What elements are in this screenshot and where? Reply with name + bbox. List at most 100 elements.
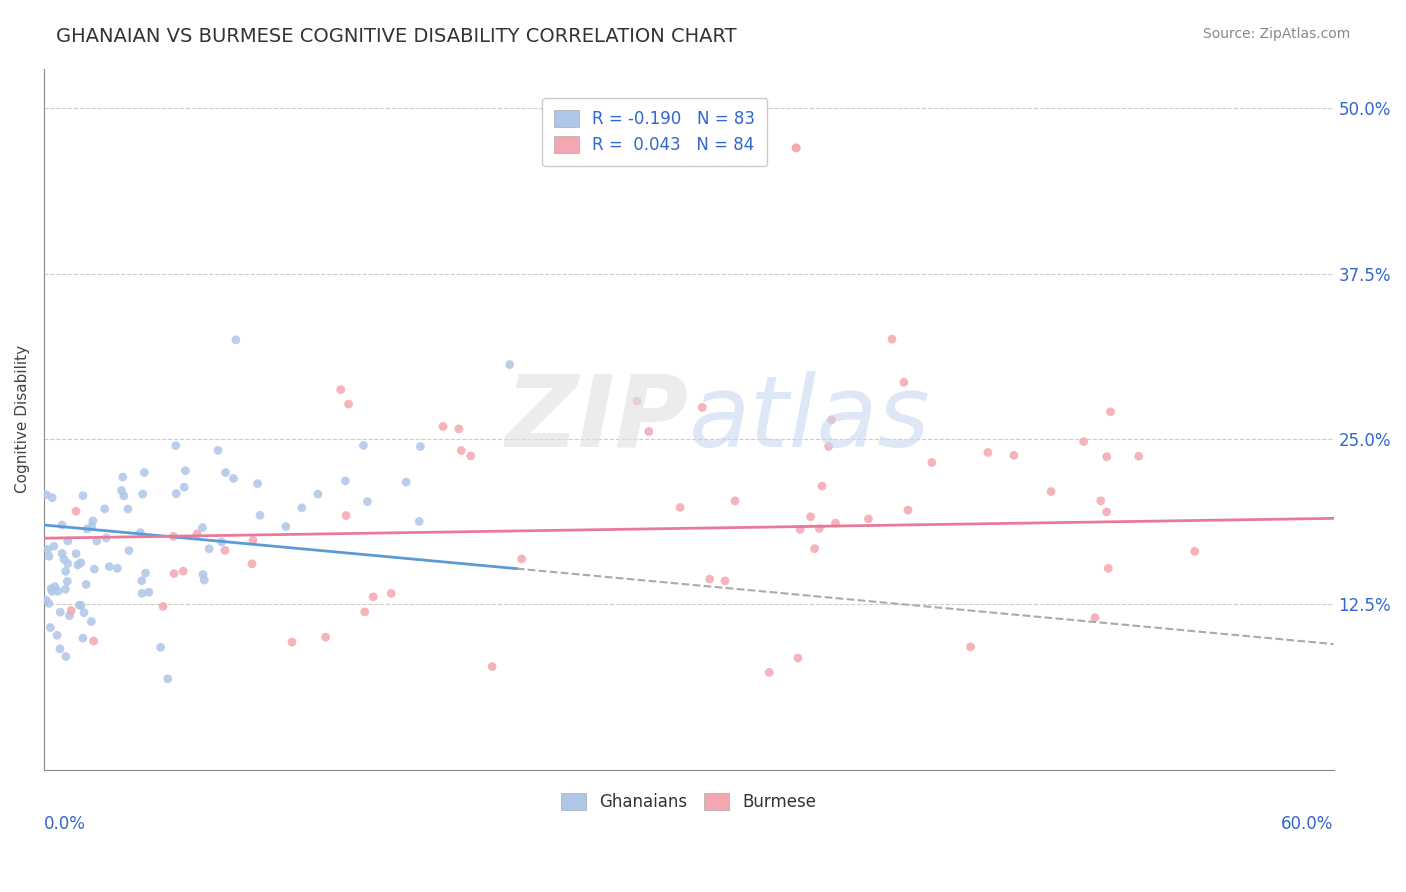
Point xyxy=(353,605,375,619)
Point xyxy=(214,543,236,558)
Point xyxy=(135,566,157,580)
Point xyxy=(337,397,360,411)
Point xyxy=(55,564,77,578)
Point xyxy=(785,141,807,155)
Point xyxy=(240,557,263,571)
Point xyxy=(408,515,430,529)
Point xyxy=(39,620,62,634)
Point xyxy=(56,533,79,548)
Point xyxy=(959,640,981,654)
Point xyxy=(35,593,58,607)
Point xyxy=(58,608,80,623)
Point xyxy=(1184,544,1206,558)
Point xyxy=(131,487,153,501)
Point xyxy=(191,567,214,582)
Point xyxy=(186,527,208,541)
Point xyxy=(690,401,713,415)
Point xyxy=(83,562,105,576)
Point xyxy=(789,523,811,537)
Point xyxy=(44,580,66,594)
Point xyxy=(173,480,195,494)
Point xyxy=(162,529,184,543)
Point xyxy=(249,508,271,523)
Point xyxy=(1097,561,1119,575)
Point xyxy=(56,574,79,589)
Point xyxy=(758,665,780,680)
Point xyxy=(70,556,93,570)
Point xyxy=(193,573,215,587)
Point xyxy=(65,504,87,518)
Point xyxy=(1095,505,1118,519)
Point xyxy=(70,599,93,613)
Point xyxy=(1073,434,1095,449)
Point xyxy=(41,584,63,599)
Point xyxy=(55,649,77,664)
Point xyxy=(129,525,152,540)
Text: ZIP: ZIP xyxy=(506,371,689,467)
Point xyxy=(281,635,304,649)
Point xyxy=(637,425,659,439)
Point xyxy=(329,383,352,397)
Point xyxy=(1095,450,1118,464)
Point xyxy=(921,455,943,469)
Point xyxy=(73,606,96,620)
Point xyxy=(156,672,179,686)
Point xyxy=(460,449,482,463)
Point xyxy=(1002,448,1025,462)
Point xyxy=(165,439,187,453)
Point xyxy=(38,549,60,564)
Point xyxy=(817,439,839,453)
Point xyxy=(1090,493,1112,508)
Point xyxy=(96,531,118,545)
Point xyxy=(669,500,692,515)
Point xyxy=(225,333,247,347)
Point xyxy=(131,586,153,600)
Point xyxy=(714,574,737,588)
Text: 0.0%: 0.0% xyxy=(44,815,86,833)
Point xyxy=(699,572,721,586)
Point xyxy=(481,659,503,673)
Point xyxy=(893,376,915,390)
Point xyxy=(510,552,533,566)
Point xyxy=(824,516,846,530)
Point xyxy=(35,488,58,502)
Point xyxy=(118,543,141,558)
Point xyxy=(60,603,83,617)
Text: GHANAIAN VS BURMESE COGNITIVE DISABILITY CORRELATION CHART: GHANAIAN VS BURMESE COGNITIVE DISABILITY… xyxy=(56,27,737,45)
Point xyxy=(93,501,115,516)
Point xyxy=(98,559,121,574)
Point xyxy=(38,596,60,610)
Point xyxy=(1040,484,1063,499)
Point xyxy=(380,586,402,600)
Point xyxy=(800,509,823,524)
Point xyxy=(803,541,825,556)
Point xyxy=(432,419,454,434)
Point xyxy=(149,640,172,655)
Point xyxy=(724,494,747,508)
Point xyxy=(858,512,880,526)
Point xyxy=(315,630,337,644)
Point xyxy=(1099,405,1122,419)
Point xyxy=(880,332,903,346)
Point xyxy=(198,541,221,556)
Point xyxy=(72,631,94,645)
Point xyxy=(80,519,103,533)
Point xyxy=(242,533,264,548)
Point xyxy=(86,534,108,549)
Point xyxy=(361,590,384,604)
Point xyxy=(46,584,69,599)
Point xyxy=(51,546,73,560)
Point xyxy=(307,487,329,501)
Point xyxy=(450,443,472,458)
Point xyxy=(56,557,79,571)
Point xyxy=(37,542,59,557)
Point xyxy=(291,500,314,515)
Point xyxy=(211,535,233,549)
Point xyxy=(191,521,214,535)
Point xyxy=(83,634,105,648)
Point xyxy=(335,508,357,523)
Text: atlas: atlas xyxy=(689,371,931,467)
Point xyxy=(1084,610,1107,624)
Point xyxy=(65,547,87,561)
Point xyxy=(41,491,63,505)
